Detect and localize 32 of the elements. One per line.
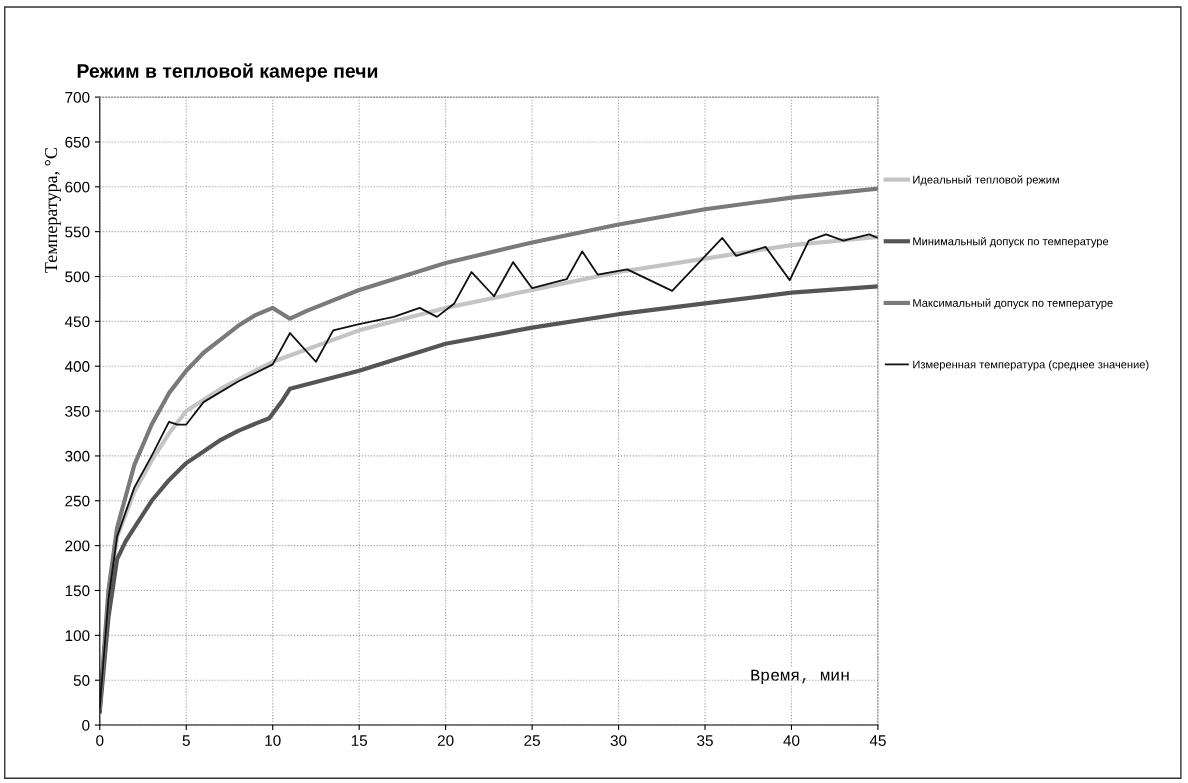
x-tick-label: 45 <box>869 735 886 746</box>
legend-label: Минимальный допуск по температуре <box>913 236 1109 248</box>
y-tick-label: 650 <box>65 136 90 148</box>
y-tick-label: 600 <box>65 181 90 193</box>
x-tick-label: 35 <box>697 735 713 746</box>
legend-label: Максимальный допуск по температуре <box>913 298 1113 310</box>
x-axis-title: Время, мин <box>751 669 849 685</box>
x-tick-label: 0 <box>96 735 104 746</box>
y-tick-label: 150 <box>65 585 90 597</box>
y-tick-label: 250 <box>65 495 90 507</box>
legend-label: Идеальный тепловой режим <box>913 175 1059 186</box>
y-tick-label: 700 <box>65 91 90 103</box>
y-tick-label: 550 <box>65 226 90 238</box>
y-tick-label: 0 <box>82 719 90 731</box>
y-tick-label: 450 <box>64 316 90 328</box>
legend-label: Измеренная температура (среднее значение) <box>913 360 1149 371</box>
y-tick-label: 350 <box>65 405 90 417</box>
y-tick-label: 400 <box>64 361 90 372</box>
x-tick-label: 30 <box>610 735 627 746</box>
y-tick-label: 200 <box>65 540 90 552</box>
x-tick-label: 5 <box>182 735 190 746</box>
x-tick-label: 20 <box>437 735 454 746</box>
chart-title: Режим в тепловой камере печи <box>77 63 378 82</box>
x-tick-label: 25 <box>524 735 540 746</box>
x-tick-label: 10 <box>265 735 281 746</box>
y-tick-label: 50 <box>73 675 90 686</box>
y-axis-title: Температура, °С <box>44 148 61 273</box>
y-tick-label: 500 <box>65 271 90 283</box>
y-tick-label: 300 <box>65 450 90 462</box>
x-tick-label: 15 <box>351 735 368 746</box>
y-tick-label: 100 <box>65 630 90 642</box>
x-tick-label: 40 <box>783 735 800 746</box>
